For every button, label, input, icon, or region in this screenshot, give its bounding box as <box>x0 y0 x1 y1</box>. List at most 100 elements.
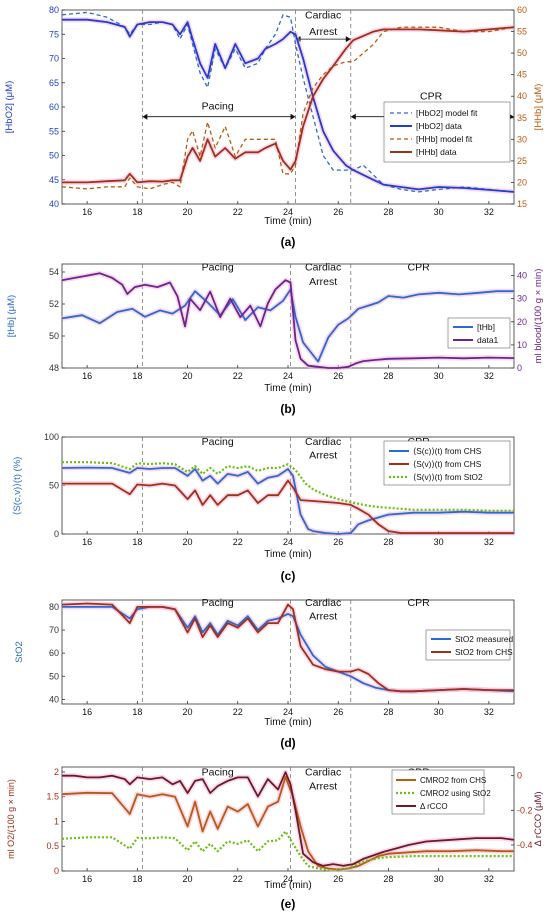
legend-entry: StO2 from CHS <box>455 647 513 657</box>
x-tick-label: 30 <box>434 874 444 884</box>
panel-e-ylabel: ml O2/(100 g × min) <box>6 779 16 859</box>
y-tick-label: 54 <box>49 267 59 277</box>
arrow-head-right <box>290 113 296 120</box>
legend-box <box>447 317 511 349</box>
y-right-tick-label: 0 <box>517 771 522 781</box>
y-tick-label: 70 <box>49 54 59 64</box>
x-tick-label: 28 <box>383 874 393 884</box>
phase-annotation: Arrest <box>309 449 337 461</box>
panel-a-legend: [HbO2] model fit [HbO2] data [HHb] model… <box>383 101 511 163</box>
phase-annotation: Cardiac <box>305 10 341 22</box>
y-tick-label: 45 <box>49 175 59 185</box>
phase-annotation: CPR <box>420 91 443 103</box>
series-line <box>62 26 515 184</box>
legend-entry: CMRO2 from CHS <box>420 776 486 785</box>
y-right-tick-label: 10 <box>517 340 527 350</box>
x-tick-label: 28 <box>383 537 393 547</box>
panel-d-label: (d) <box>280 736 295 750</box>
x-tick-label: 24 <box>283 874 293 884</box>
panel-b-ylabel-right: ml blood/(100 g × min) <box>533 269 544 364</box>
x-tick-label: 32 <box>484 707 494 717</box>
x-tick-label: 32 <box>484 537 494 547</box>
panel-e-xlabel: Time (min) <box>264 880 311 891</box>
y-tick-label: 0 <box>54 529 59 539</box>
panel-b-label: (b) <box>280 402 295 416</box>
x-tick-label: 30 <box>434 707 444 717</box>
legend-entry: CMRO2 using StO2 <box>420 789 491 798</box>
panel-e-label: (e) <box>281 897 296 911</box>
panel-a-ylabel: [HbO2] (μM) <box>4 81 15 133</box>
panel-c-legend: ⟨S(c)⟩(t) from CHS ⟨S(v)⟩(t) from CHS ⟨S… <box>383 440 511 486</box>
phase-annotation: Arrest <box>309 26 337 38</box>
y-right-tick-label: 40 <box>517 271 527 281</box>
phase-annotation: Pacing <box>202 261 234 273</box>
y-tick-label: 52 <box>49 299 59 309</box>
x-tick-label: 22 <box>233 371 243 381</box>
legend-box <box>425 629 511 661</box>
panel-d-ylabel: StO2 <box>14 641 25 663</box>
legend-entry: [tHb] <box>477 322 495 332</box>
legend-entry: ⟨S(v)⟩(t) from CHS <box>413 459 482 469</box>
arrow-head-left <box>142 113 148 120</box>
x-tick-label: 22 <box>233 537 243 547</box>
phase-annotation: CPR <box>407 261 430 273</box>
y-tick-label: 0 <box>54 866 59 876</box>
x-tick-label: 26 <box>333 371 343 381</box>
y-tick-label: 60 <box>49 648 59 658</box>
series-line <box>61 830 514 872</box>
y-right-tick-label: 50 <box>517 48 527 58</box>
y-right-tick-label: 55 <box>517 27 527 37</box>
phase-annotation: Cardiac <box>305 261 341 273</box>
x-tick-label: 20 <box>183 707 193 717</box>
x-tick-label: 26 <box>333 537 343 547</box>
x-tick-label: 16 <box>82 537 92 547</box>
phase-annotation: Pacing <box>202 597 234 609</box>
y-tick-label: 50 <box>49 481 59 491</box>
series-line <box>61 776 514 871</box>
series-line <box>62 771 515 867</box>
x-tick-label: 20 <box>183 874 193 884</box>
x-tick-label: 16 <box>82 874 92 884</box>
x-tick-label: 32 <box>484 371 494 381</box>
legend-entry: ⟨S(v)⟩(t) from StO2 <box>413 472 483 482</box>
y-tick-label: 60 <box>49 102 59 112</box>
y-right-tick-label: 45 <box>517 70 527 80</box>
panel-b-ylabel: [tHb] (μM) <box>6 295 17 337</box>
legend-entry: ⟨S(c)⟩(t) from CHS <box>413 446 482 456</box>
y-tick-label: 1 <box>54 816 59 826</box>
y-tick-label: 65 <box>49 78 59 88</box>
y-tick-label: 50 <box>49 151 59 161</box>
legend-entry: [HHb] model fit <box>416 134 473 144</box>
legend-entry: data1 <box>477 335 499 345</box>
phase-annotation: Cardiac <box>305 436 341 448</box>
x-tick-label: 16 <box>82 207 92 217</box>
x-tick-label: 32 <box>484 874 494 884</box>
y-tick-label: 1.5 <box>46 792 59 802</box>
y-tick-label: 0.5 <box>46 841 59 851</box>
x-tick-label: 22 <box>233 874 243 884</box>
legend-entry: [HHb] data <box>416 147 457 157</box>
legend-entry: StO2 measured <box>455 634 513 644</box>
y-tick-label: 50 <box>49 671 59 681</box>
x-tick-label: 30 <box>434 207 444 217</box>
x-tick-label: 28 <box>383 707 393 717</box>
panel-d-xlabel: Time (min) <box>264 717 311 728</box>
panel-c-label: (c) <box>281 569 296 583</box>
x-tick-label: 28 <box>383 207 393 217</box>
phase-annotation: Pacing <box>202 436 234 448</box>
x-tick-label: 18 <box>132 874 142 884</box>
y-right-tick-label: 35 <box>517 113 527 123</box>
y-right-tick-label: 20 <box>517 317 527 327</box>
series-line <box>62 461 514 512</box>
y-right-tick-label: 30 <box>517 294 527 304</box>
y-right-tick-label: -0.4 <box>517 840 533 850</box>
x-tick-label: 20 <box>183 537 193 547</box>
x-tick-label: 16 <box>82 371 92 381</box>
panel-b-xlabel: Time (min) <box>264 383 311 394</box>
panel-c-xlabel: Time (min) <box>264 549 311 560</box>
phase-annotation: Arrest <box>309 780 337 792</box>
x-tick-label: 24 <box>283 707 293 717</box>
series-line <box>61 602 514 693</box>
panel-b-legend: [tHb] data1 <box>447 317 511 349</box>
